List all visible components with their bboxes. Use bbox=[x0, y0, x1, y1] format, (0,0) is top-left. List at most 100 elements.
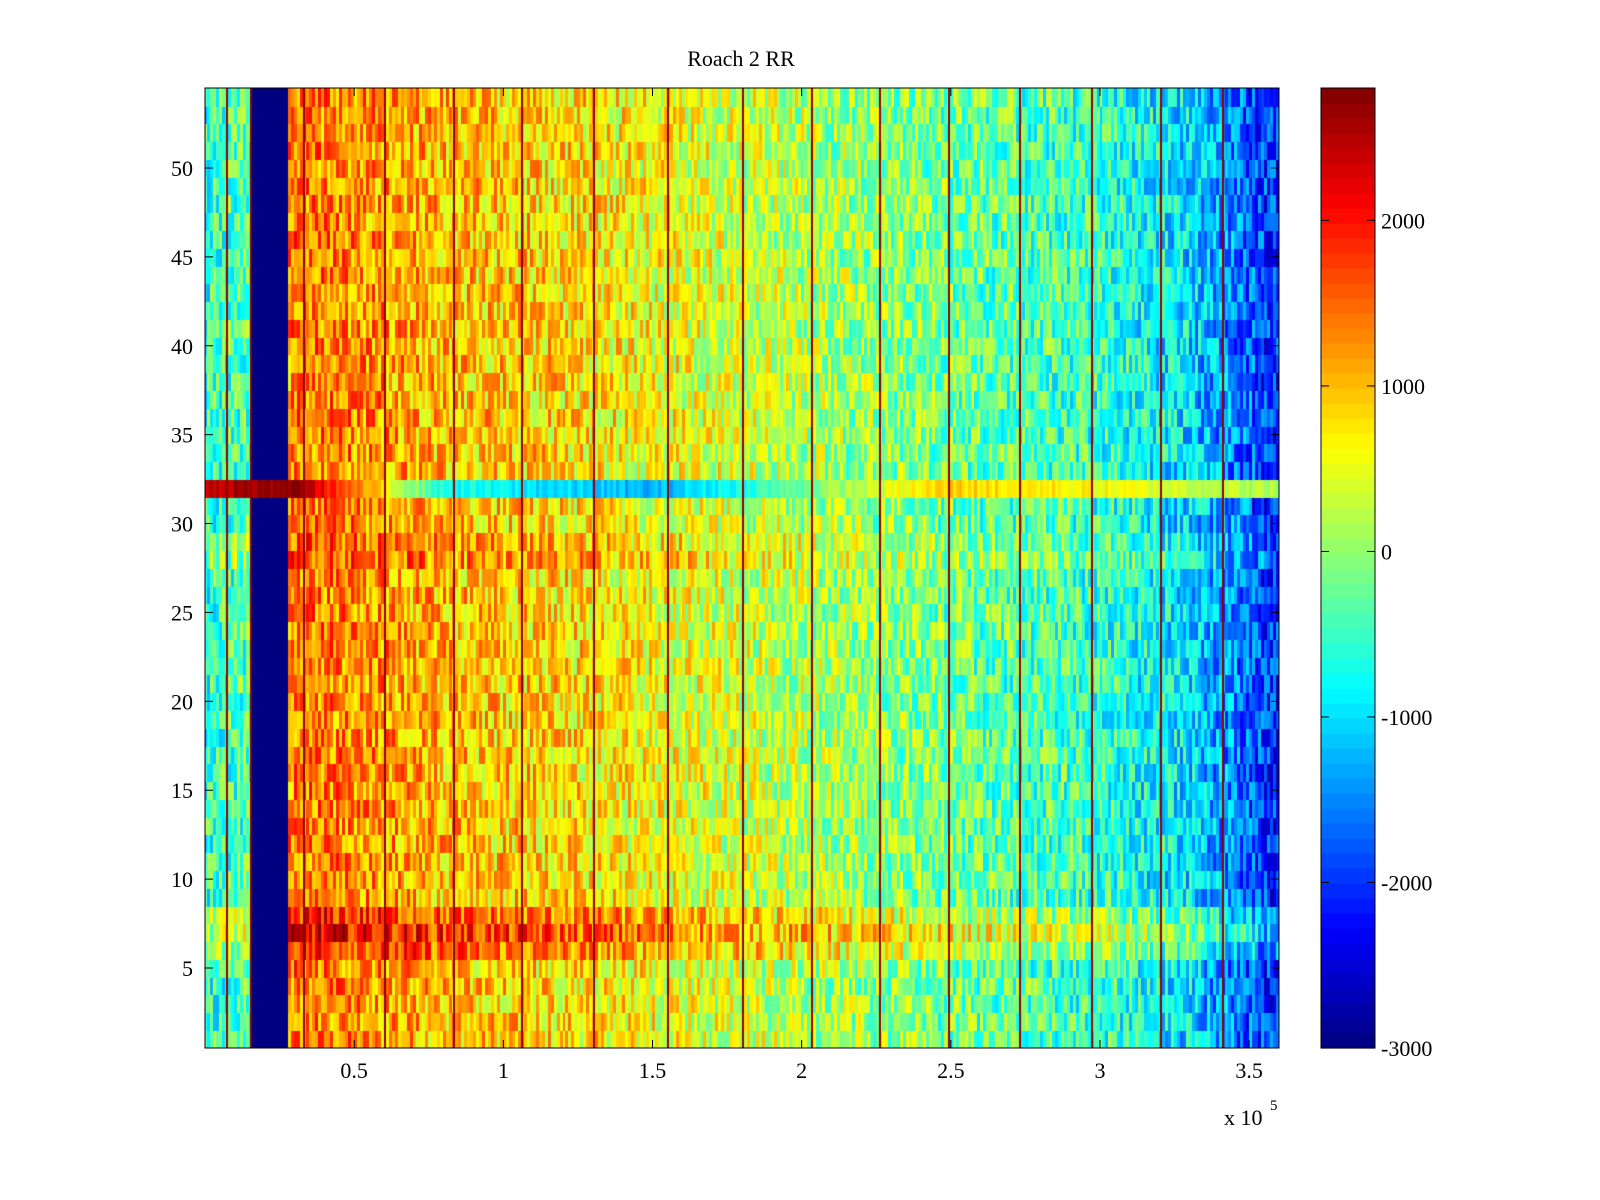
y-tick-label: 20 bbox=[171, 689, 193, 714]
colorbar-step bbox=[1321, 598, 1375, 614]
colorbar-step bbox=[1321, 538, 1375, 554]
colorbar-step bbox=[1321, 118, 1375, 134]
colorbar-step bbox=[1321, 253, 1375, 269]
colorbar-step bbox=[1321, 628, 1375, 644]
colorbar-step bbox=[1321, 973, 1375, 989]
colorbar-step bbox=[1321, 388, 1375, 404]
colorbar-step bbox=[1321, 298, 1375, 314]
colorbar-step bbox=[1321, 808, 1375, 824]
colorbar-step bbox=[1321, 898, 1375, 914]
colorbar-step bbox=[1321, 88, 1375, 104]
y-tick-label: 30 bbox=[171, 512, 193, 537]
y-tick-label: 45 bbox=[171, 245, 193, 270]
colorbar-step bbox=[1321, 193, 1375, 209]
colorbar bbox=[1321, 88, 1375, 1049]
y-tick-label: 40 bbox=[171, 334, 193, 359]
colorbar-step bbox=[1321, 313, 1375, 329]
colorbar-tick-label: -3000 bbox=[1381, 1036, 1432, 1061]
colorbar-step bbox=[1321, 448, 1375, 464]
y-axis: 5 10 15 20 25 30 35 40 45 50 bbox=[171, 156, 1279, 981]
colorbar-step bbox=[1321, 703, 1375, 719]
x-scale-multiplier: x 10 5 bbox=[1224, 1098, 1278, 1130]
colorbar-tick-label: 1000 bbox=[1381, 374, 1425, 399]
y-tick-label: 35 bbox=[171, 423, 193, 448]
colorbar-step bbox=[1321, 238, 1375, 254]
colorbar-step bbox=[1321, 103, 1375, 119]
colorbar-step bbox=[1321, 1018, 1375, 1034]
colorbar-step bbox=[1321, 508, 1375, 524]
colorbar-step bbox=[1321, 418, 1375, 434]
colorbar-tick-label: -1000 bbox=[1381, 705, 1432, 730]
colorbar-step bbox=[1321, 613, 1375, 629]
colorbar-step bbox=[1321, 343, 1375, 359]
x-tick-label: 3 bbox=[1095, 1058, 1106, 1083]
colorbar-step bbox=[1321, 793, 1375, 809]
y-tick-label: 15 bbox=[171, 778, 193, 803]
colorbar-step bbox=[1321, 733, 1375, 749]
colorbar-step bbox=[1321, 823, 1375, 839]
colorbar-step bbox=[1321, 928, 1375, 944]
x-tick-label: 3.5 bbox=[1235, 1058, 1263, 1083]
x-tick-label: 1 bbox=[498, 1058, 509, 1083]
colorbar-step bbox=[1321, 268, 1375, 284]
colorbar-tick-label: 0 bbox=[1381, 539, 1392, 564]
colorbar-step bbox=[1321, 778, 1375, 794]
colorbar-step bbox=[1321, 838, 1375, 854]
colorbar-step bbox=[1321, 943, 1375, 959]
x-tick-label: 2 bbox=[796, 1058, 807, 1083]
colorbar-step bbox=[1321, 148, 1375, 164]
heatmap-plot-area bbox=[205, 88, 1279, 1048]
colorbar-step bbox=[1321, 223, 1375, 239]
colorbar-step bbox=[1321, 658, 1375, 674]
x-scale-exponent: 5 bbox=[1270, 1098, 1278, 1114]
colorbar-step bbox=[1321, 988, 1375, 1004]
y-tick-label: 5 bbox=[182, 956, 193, 981]
colorbar-frame bbox=[1320, 87, 1376, 1049]
y-tick-label: 25 bbox=[171, 600, 193, 625]
colorbar-step bbox=[1321, 493, 1375, 509]
colorbar-step bbox=[1321, 1003, 1375, 1019]
colorbar-step bbox=[1321, 178, 1375, 194]
colorbar-step bbox=[1321, 523, 1375, 539]
chart-title: Roach 2 RR bbox=[687, 46, 795, 71]
colorbar-step bbox=[1321, 163, 1375, 179]
x-tick-label: 1.5 bbox=[639, 1058, 667, 1083]
colorbar-tick-label: 2000 bbox=[1381, 208, 1425, 233]
colorbar-step bbox=[1321, 553, 1375, 569]
colorbar-step bbox=[1321, 283, 1375, 299]
colorbar-step bbox=[1321, 433, 1375, 449]
colorbar-step bbox=[1321, 463, 1375, 479]
colorbar-ticks: -3000 -2000 -1000 0 1000 2000 bbox=[1321, 208, 1432, 1061]
colorbar-step bbox=[1321, 883, 1375, 899]
colorbar-step bbox=[1321, 1033, 1375, 1049]
colorbar-step bbox=[1321, 718, 1375, 734]
heatmap-image bbox=[205, 88, 1279, 1048]
colorbar-step bbox=[1321, 208, 1375, 224]
colorbar-step bbox=[1321, 358, 1375, 374]
colorbar-step bbox=[1321, 763, 1375, 779]
colorbar-step bbox=[1321, 913, 1375, 929]
colorbar-step bbox=[1321, 328, 1375, 344]
colorbar-step bbox=[1321, 643, 1375, 659]
colorbar-step bbox=[1321, 958, 1375, 974]
colorbar-step bbox=[1321, 868, 1375, 884]
colorbar-step bbox=[1321, 133, 1375, 149]
colorbar-step bbox=[1321, 688, 1375, 704]
colorbar-step bbox=[1321, 673, 1375, 689]
y-tick-label: 50 bbox=[171, 156, 193, 181]
x-scale-label: x 10 bbox=[1224, 1105, 1263, 1130]
colorbar-step bbox=[1321, 853, 1375, 869]
colorbar-step bbox=[1321, 748, 1375, 764]
colorbar-step bbox=[1321, 583, 1375, 599]
plot-frame bbox=[204, 87, 1280, 1049]
x-tick-label: 0.5 bbox=[340, 1058, 368, 1083]
colorbar-step bbox=[1321, 568, 1375, 584]
colorbar-step bbox=[1321, 478, 1375, 494]
colorbar-tick-label: -2000 bbox=[1381, 870, 1432, 895]
colorbar-step bbox=[1321, 403, 1375, 419]
x-tick-label: 2.5 bbox=[937, 1058, 965, 1083]
x-axis: 0.5 1 1.5 2 2.5 3 3.5 bbox=[340, 88, 1263, 1083]
y-tick-label: 10 bbox=[171, 867, 193, 892]
colorbar-step bbox=[1321, 373, 1375, 389]
